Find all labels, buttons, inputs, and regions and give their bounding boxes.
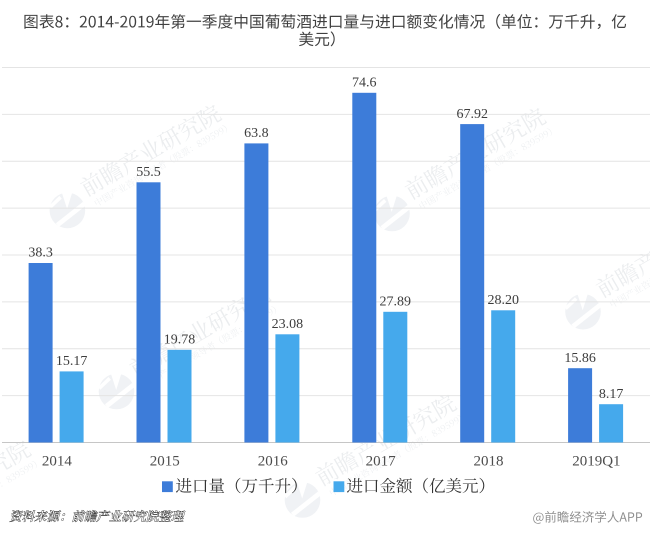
svg-text:2018: 2018 <box>474 453 504 469</box>
svg-text:55.5: 55.5 <box>136 165 161 180</box>
svg-text:2016: 2016 <box>258 453 289 469</box>
svg-text:15.86: 15.86 <box>564 351 596 366</box>
svg-text:15.17: 15.17 <box>56 354 88 369</box>
svg-text:38.3: 38.3 <box>28 246 53 261</box>
svg-text:2017: 2017 <box>366 453 397 469</box>
svg-text:28.20: 28.20 <box>487 293 519 308</box>
svg-text:8.17: 8.17 <box>599 387 624 402</box>
svg-text:74.6: 74.6 <box>352 76 377 91</box>
svg-text:2014: 2014 <box>42 453 73 469</box>
svg-text:27.89: 27.89 <box>380 295 412 310</box>
svg-text:23.08: 23.08 <box>272 317 304 332</box>
svg-text:19.78: 19.78 <box>164 333 196 348</box>
svg-text:2019Q1: 2019Q1 <box>572 453 620 469</box>
svg-text:63.8: 63.8 <box>244 126 269 141</box>
svg-text:2015: 2015 <box>150 453 180 469</box>
svg-text:67.92: 67.92 <box>456 107 488 122</box>
